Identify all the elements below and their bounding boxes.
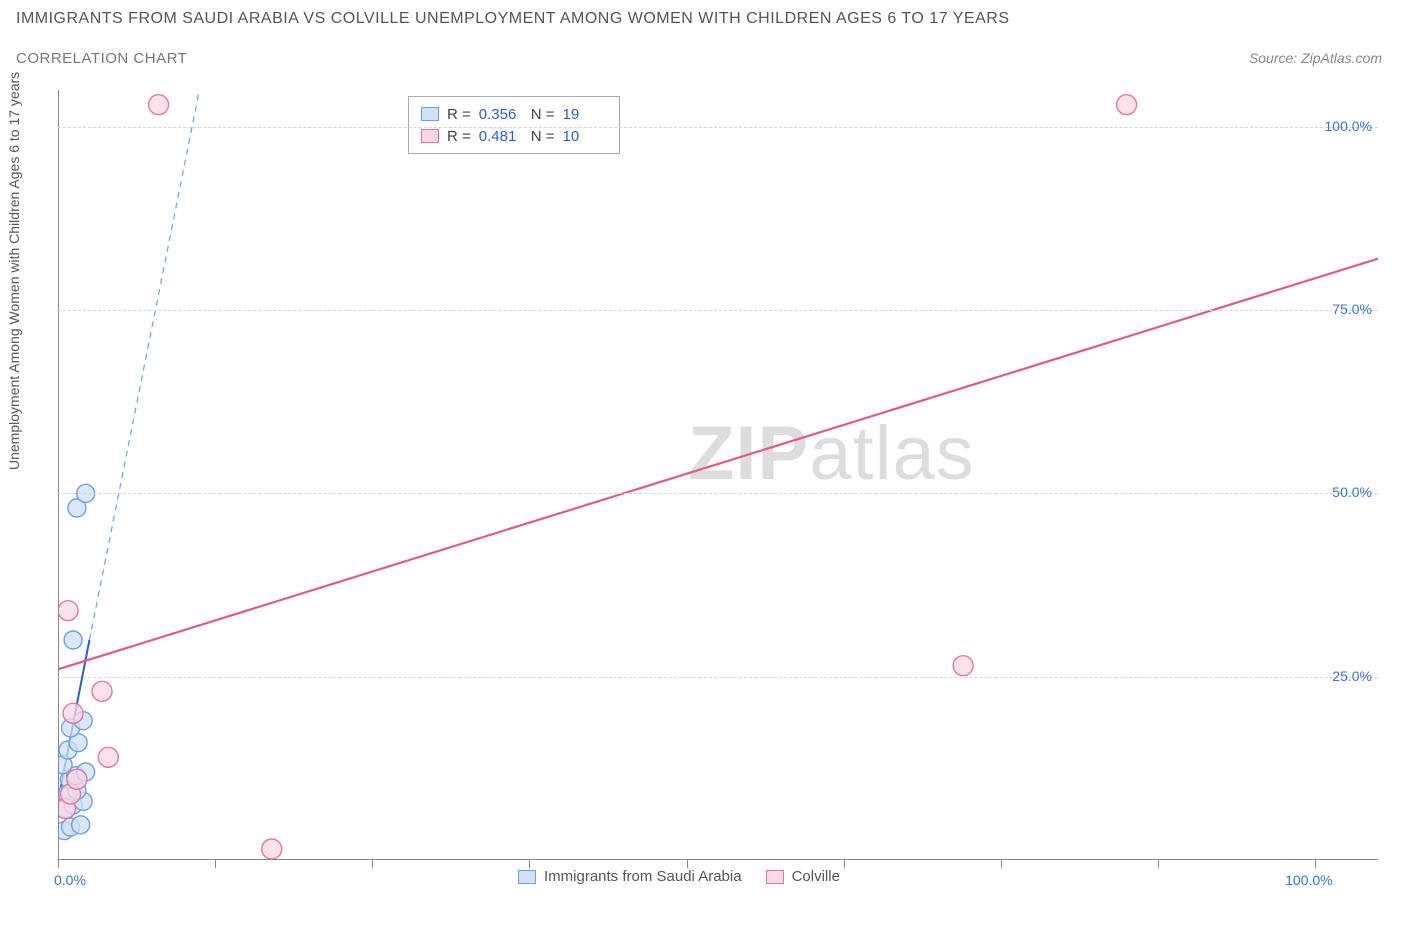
legend-stats: R = 0.356 N = 19 R = 0.481 N = 10 (408, 96, 620, 154)
x-tick-mark (1315, 860, 1316, 868)
y-tick-label: 25.0% (1332, 668, 1372, 684)
x-tick-mark (844, 860, 845, 868)
x-tick-mark (529, 860, 530, 868)
legend-series-label-0: Immigrants from Saudi Arabia (544, 868, 742, 885)
y-axis-line (58, 90, 59, 860)
plot-svg (58, 90, 1378, 860)
legend-series-item-0: Immigrants from Saudi Arabia (518, 868, 742, 885)
y-tick-label: 100.0% (1325, 118, 1372, 134)
x-tick-label: 0.0% (54, 872, 86, 888)
gridline (58, 127, 1378, 128)
legend-series-swatch-1 (766, 870, 784, 884)
gridline (58, 493, 1378, 494)
legend-n-value-1: 10 (563, 128, 607, 145)
legend-n-label-1: N = (531, 128, 555, 145)
legend-series-label-1: Colville (792, 868, 840, 885)
source-label: Source: ZipAtlas.com (1249, 50, 1382, 66)
legend-r-label-0: R = (447, 106, 471, 123)
gridline (58, 677, 1378, 678)
legend-n-value-0: 19 (563, 106, 607, 123)
x-tick-label: 100.0% (1285, 872, 1332, 888)
legend-n-label-0: N = (531, 106, 555, 123)
gridline (58, 310, 1378, 311)
legend-stats-row-1: R = 0.481 N = 10 (421, 125, 607, 147)
y-tick-label: 75.0% (1332, 301, 1372, 317)
x-axis-line (58, 859, 1378, 860)
chart-title: IMMIGRANTS FROM SAUDI ARABIA VS COLVILLE… (16, 10, 1010, 28)
x-tick-mark (58, 860, 59, 868)
chart-subtitle: CORRELATION CHART (16, 50, 187, 67)
chart-area: ZIPatlas R = 0.356 N = 19 R = 0.481 N = … (58, 90, 1378, 860)
legend-series-swatch-0 (518, 870, 536, 884)
legend-stats-row-0: R = 0.356 N = 19 (421, 103, 607, 125)
x-tick-mark (215, 860, 216, 868)
x-tick-mark (687, 860, 688, 868)
legend-series: Immigrants from Saudi Arabia Colville (518, 868, 840, 885)
x-tick-mark (372, 860, 373, 868)
legend-series-item-1: Colville (766, 868, 840, 885)
legend-r-label-1: R = (447, 128, 471, 145)
y-axis-label: Unemployment Among Women with Children A… (6, 72, 22, 470)
x-tick-mark (1001, 860, 1002, 868)
legend-swatch-0 (421, 107, 439, 121)
legend-swatch-1 (421, 129, 439, 143)
x-tick-mark (1158, 860, 1159, 868)
y-tick-label: 50.0% (1332, 484, 1372, 500)
legend-r-value-1: 0.481 (479, 128, 523, 145)
legend-r-value-0: 0.356 (479, 106, 523, 123)
